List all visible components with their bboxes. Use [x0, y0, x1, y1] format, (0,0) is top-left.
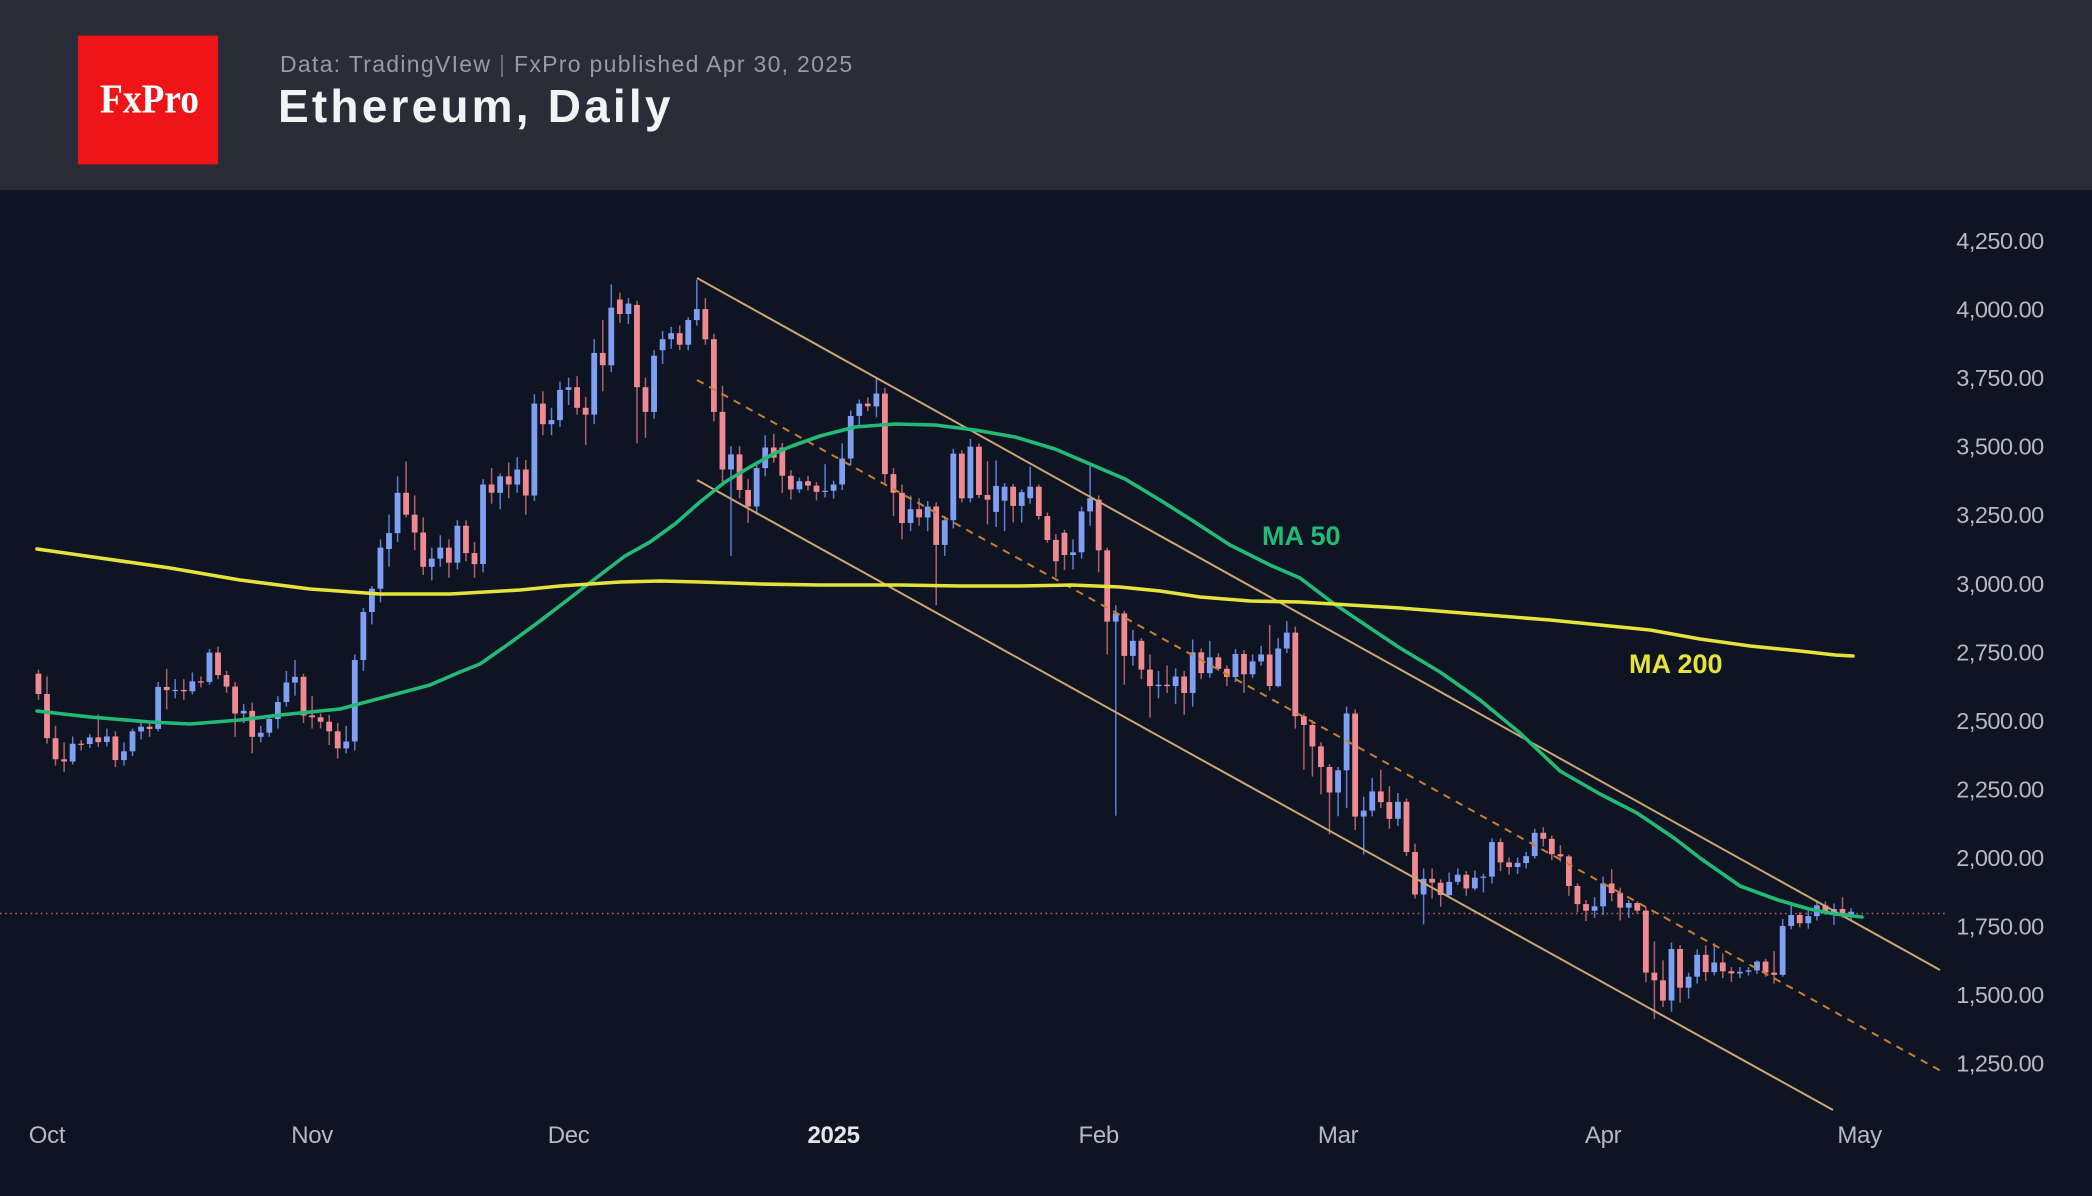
svg-text:Ethereum, Daily: Ethereum, Daily: [278, 80, 674, 132]
svg-text:Mar: Mar: [1318, 1122, 1359, 1149]
svg-text:2,000.00: 2,000.00: [1956, 845, 2044, 871]
svg-text:1,250.00: 1,250.00: [1956, 1051, 2044, 1077]
svg-text:3,750.00: 3,750.00: [1956, 365, 2044, 391]
svg-text:MA 50: MA 50: [1262, 521, 1341, 551]
svg-text:3,500.00: 3,500.00: [1956, 434, 2044, 460]
svg-text:Dec: Dec: [548, 1122, 590, 1149]
svg-text:Oct: Oct: [29, 1122, 66, 1149]
svg-text:1,750.00: 1,750.00: [1956, 914, 2044, 940]
svg-text:Apr: Apr: [1585, 1122, 1622, 1149]
svg-text:FxPro: FxPro: [100, 76, 199, 122]
svg-text:Nov: Nov: [291, 1122, 333, 1149]
svg-text:Data: TradingVIew | FxPro publ: Data: TradingVIew | FxPro published Apr …: [280, 51, 853, 77]
svg-text:3,250.00: 3,250.00: [1956, 502, 2044, 528]
svg-text:2,250.00: 2,250.00: [1956, 776, 2044, 802]
svg-text:2,750.00: 2,750.00: [1956, 639, 2044, 665]
svg-text:May: May: [1837, 1122, 1882, 1149]
svg-text:2,500.00: 2,500.00: [1956, 708, 2044, 734]
svg-text:4,250.00: 4,250.00: [1956, 228, 2044, 254]
svg-text:MA 200: MA 200: [1629, 649, 1723, 679]
svg-text:4,000.00: 4,000.00: [1956, 297, 2044, 323]
svg-text:1,500.00: 1,500.00: [1956, 982, 2044, 1008]
svg-text:Feb: Feb: [1078, 1122, 1118, 1149]
svg-text:2025: 2025: [807, 1122, 859, 1149]
svg-text:3,000.00: 3,000.00: [1956, 571, 2044, 597]
